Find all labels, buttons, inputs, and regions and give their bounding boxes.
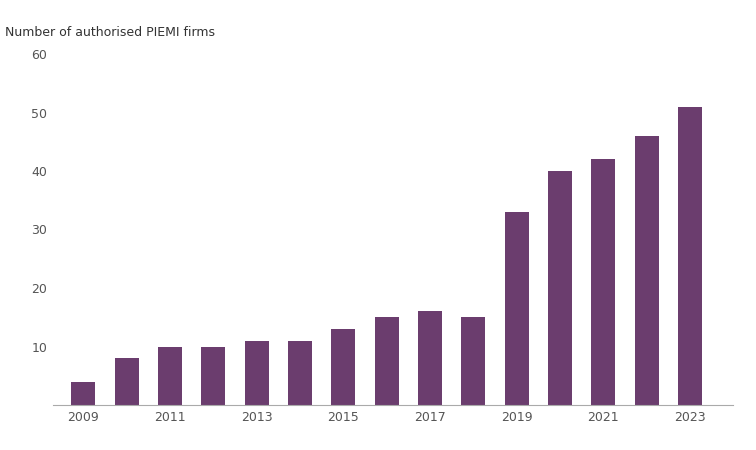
Bar [158,346,182,405]
Bar [245,341,268,405]
Bar [548,171,572,405]
Bar [375,317,398,405]
Bar [591,159,615,405]
Bar [461,317,485,405]
Bar [505,212,528,405]
Bar [678,107,702,405]
Bar [418,311,442,405]
Bar [201,346,225,405]
Bar [635,136,658,405]
Bar [115,358,138,405]
Bar [71,382,95,405]
Text: Number of authorised PIEMI firms: Number of authorised PIEMI firms [5,26,215,39]
Bar [288,341,312,405]
Bar [331,329,355,405]
